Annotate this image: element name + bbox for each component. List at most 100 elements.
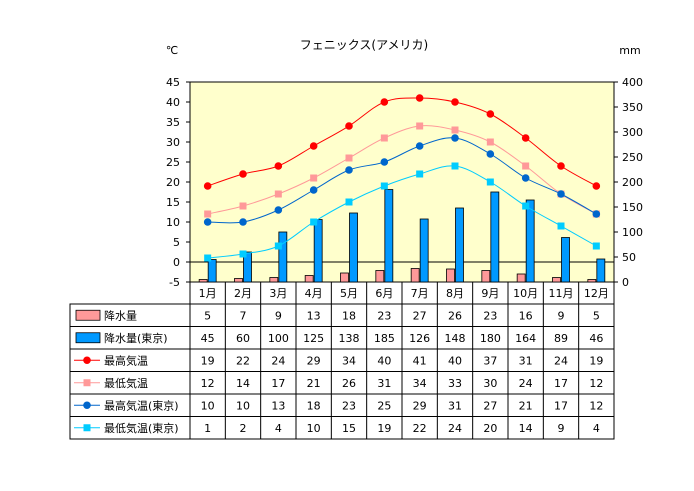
bar-precip — [198, 279, 208, 283]
series-point-1 — [486, 138, 494, 146]
data-table-cell: 148 — [445, 332, 466, 345]
data-table-cell: 24 — [554, 354, 568, 367]
series-point-3 — [592, 242, 600, 250]
data-table-cell: 12 — [589, 377, 603, 390]
category-label: 2月 — [234, 287, 252, 300]
bar-precip — [375, 270, 385, 283]
data-table-cell: 10 — [236, 399, 250, 412]
legend-label: 降水量(東京) — [104, 331, 168, 345]
category-label: 7月 — [411, 287, 429, 300]
series-point-1 — [310, 174, 318, 182]
data-table-cell: 16 — [519, 309, 533, 322]
series-point-0 — [239, 170, 247, 178]
bar-precip — [269, 277, 279, 283]
series-point-0 — [274, 162, 283, 170]
series-point-2 — [486, 150, 495, 158]
right-axis-tick-label: 400 — [622, 76, 643, 89]
series-point-3 — [345, 198, 353, 206]
series-point-3 — [239, 250, 247, 258]
data-table-cell: 27 — [483, 399, 497, 412]
legend-label: 降水量 — [104, 308, 137, 322]
bar-precip — [234, 278, 243, 283]
left-axis-tick-label: 20 — [166, 176, 180, 189]
legend-label: 最高気温 — [104, 353, 148, 367]
data-table-cell: 31 — [377, 377, 391, 390]
right-axis-tick-label: 150 — [622, 201, 643, 214]
data-table-cell: 9 — [275, 309, 282, 322]
series-point-1 — [204, 210, 212, 218]
left-axis-tick-label: 30 — [166, 136, 180, 149]
series-point-0 — [380, 98, 389, 106]
series-point-1 — [380, 134, 388, 142]
data-table-cell: 14 — [519, 422, 533, 435]
category-label: 9月 — [481, 287, 499, 300]
series-point-1 — [416, 122, 424, 130]
data-table-cell: 45 — [201, 332, 215, 345]
right-axis-unit: mm — [619, 44, 640, 57]
series-point-2 — [451, 134, 459, 142]
data-table-cell: 19 — [589, 354, 603, 367]
series-point-2 — [380, 158, 389, 166]
series-point-1 — [239, 202, 247, 210]
bar-precip-tokyo — [243, 251, 252, 283]
data-table-cell: 19 — [377, 422, 391, 435]
series-point-0 — [203, 182, 212, 190]
bar-precip — [587, 279, 597, 283]
data-table-cell: 9 — [558, 309, 565, 322]
bar-precip-tokyo — [561, 237, 570, 283]
data-table-cell: 126 — [409, 332, 430, 345]
legend-key-marker — [83, 356, 91, 365]
bar-precip-tokyo — [419, 218, 429, 283]
data-table-cell: 13 — [307, 309, 321, 322]
left-axis-tick-label: 25 — [166, 156, 180, 169]
data-table-cell: 100 — [268, 332, 289, 345]
data-table-cell: 4 — [593, 422, 600, 435]
legend-key-bar — [75, 332, 101, 344]
data-table-cell: 41 — [413, 354, 427, 367]
data-table-cell: 20 — [483, 422, 497, 435]
data-table-cell: 29 — [413, 399, 427, 412]
bar-precip — [446, 268, 455, 283]
data-table-cell: 22 — [236, 354, 250, 367]
data-table-cell: 4 — [275, 422, 282, 435]
data-table-cell: 27 — [413, 309, 427, 322]
data-table-cell: 2 — [240, 422, 247, 435]
series-point-0 — [415, 94, 424, 102]
data-table-cell: 40 — [377, 354, 391, 367]
category-label: 12月 — [584, 287, 609, 300]
data-table-cell: 9 — [558, 422, 565, 435]
legend-key-marker — [83, 424, 91, 432]
left-axis-tick-label: -5 — [169, 276, 180, 289]
data-table-cell: 29 — [307, 354, 321, 367]
series-point-2 — [203, 218, 212, 226]
data-table-cell: 138 — [339, 332, 360, 345]
data-table-cell: 24 — [271, 354, 285, 367]
left-axis-unit: ℃ — [166, 44, 178, 57]
series-point-0 — [486, 110, 495, 118]
data-table-cell: 26 — [342, 377, 356, 390]
category-label: 6月 — [375, 287, 393, 300]
series-point-0 — [521, 134, 530, 142]
series-point-3 — [310, 218, 318, 226]
data-table-cell: 10 — [201, 399, 215, 412]
data-table-cell: 164 — [515, 332, 536, 345]
data-table-cell: 23 — [483, 309, 497, 322]
data-table-cell: 22 — [413, 422, 427, 435]
bar-precip-tokyo — [313, 219, 323, 283]
series-point-2 — [521, 174, 530, 182]
data-table-cell: 15 — [342, 422, 356, 435]
bar-precip-tokyo — [207, 259, 217, 283]
data-table-cell: 1 — [204, 422, 211, 435]
series-point-0 — [592, 182, 601, 190]
data-table-cell: 5 — [593, 309, 600, 322]
data-table-cell: 23 — [342, 399, 356, 412]
data-table-cell: 60 — [236, 332, 250, 345]
series-point-3 — [486, 178, 494, 186]
left-axis-tick-label: 35 — [166, 116, 180, 129]
data-table-cell: 19 — [201, 354, 215, 367]
data-table-cell: 26 — [448, 309, 462, 322]
left-axis-tick-label: 40 — [166, 96, 180, 109]
bar-precip — [481, 270, 491, 283]
legend-label: 最高気温(東京) — [104, 398, 179, 412]
